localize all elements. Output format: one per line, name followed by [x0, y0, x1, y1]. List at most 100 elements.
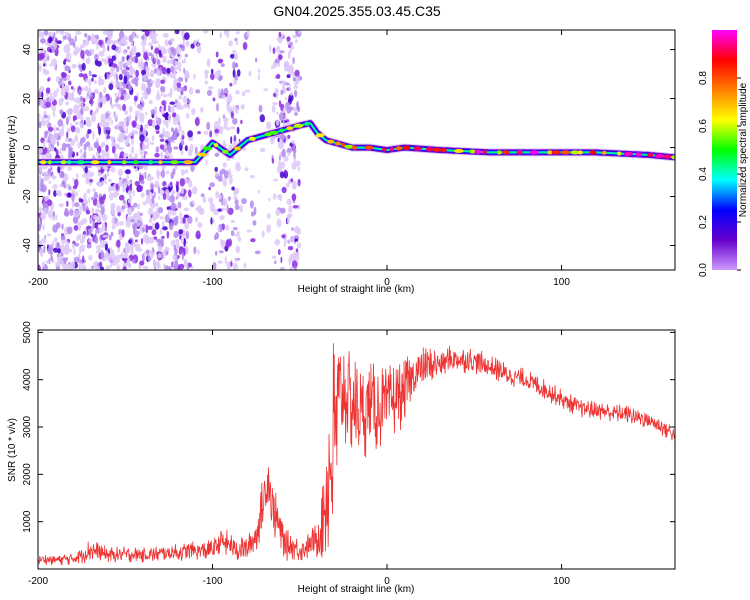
noise-cell: [182, 195, 188, 201]
noise-cell: [288, 205, 293, 213]
noise-cell: [217, 226, 220, 233]
noise-cell: [120, 251, 123, 261]
noise-cell: [52, 211, 56, 218]
noise-cell: [124, 109, 128, 116]
noise-cell: [92, 220, 95, 230]
noise-cell: [137, 184, 143, 192]
noise-cell: [81, 62, 86, 71]
noise-cell: [177, 77, 184, 82]
noise-cell: [113, 114, 118, 119]
noise-cell: [181, 60, 185, 64]
noise-cell: [169, 87, 173, 96]
noise-cell: [292, 180, 297, 190]
noise-cell: [178, 124, 182, 133]
noise-cell: [206, 89, 213, 97]
y-tick-label: -40: [22, 238, 33, 253]
noise-cell: [225, 225, 230, 231]
noise-cell: [160, 169, 166, 179]
ridge-hotspot: [577, 150, 583, 155]
noise-cell: [204, 69, 209, 75]
noise-cell: [52, 112, 56, 117]
noise-cell: [140, 96, 144, 104]
noise-cell: [291, 260, 298, 269]
noise-cell: [261, 230, 265, 238]
noise-cell: [133, 95, 138, 102]
noise-cell: [111, 119, 114, 125]
noise-cell: [96, 199, 100, 208]
noise-cell: [130, 41, 134, 46]
noise-cell: [98, 75, 102, 85]
noise-cell: [283, 169, 287, 175]
ridge-hotspot: [202, 146, 213, 151]
noise-cell: [105, 144, 109, 153]
noise-cell: [83, 192, 87, 200]
noise-cell: [49, 48, 52, 53]
noise-cell: [235, 187, 240, 195]
noise-cell: [235, 245, 241, 254]
noise-cell: [175, 215, 179, 222]
noise-cell: [241, 198, 247, 205]
noise-cell: [114, 79, 119, 89]
noise-cell: [280, 80, 287, 86]
noise-cell: [170, 239, 176, 247]
noise-cell: [149, 191, 153, 197]
noise-cell: [88, 254, 93, 261]
noise-cell: [121, 56, 125, 62]
noise-cell: [91, 233, 94, 238]
noise-cell: [99, 182, 102, 187]
colorbar: 0.0 0.2 0.4 0.6 0.8 Normalized spectral ampl…: [698, 30, 749, 277]
noise-cell: [271, 255, 277, 259]
noise-cell: [184, 32, 190, 40]
ridge-hotspot: [516, 150, 523, 155]
noise-cell: [114, 143, 120, 150]
noise-cell: [114, 152, 118, 160]
noise-cell: [169, 46, 175, 52]
noise-cell: [104, 59, 109, 65]
noise-cell: [214, 152, 220, 157]
noise-cell: [285, 101, 291, 110]
snr-axes: -200 -100 0 100 1000 2000 3000 4000 5000: [22, 321, 675, 587]
noise-cell: [91, 74, 98, 78]
noise-cell: [178, 247, 183, 255]
noise-cell: [167, 136, 174, 143]
noise-cell: [287, 213, 293, 218]
noise-cell: [239, 204, 243, 213]
noise-cell: [71, 243, 75, 249]
noise-cell: [49, 92, 53, 96]
noise-cell: [293, 85, 299, 90]
noise-cell: [277, 141, 284, 150]
noise-cell: [116, 239, 121, 248]
noise-cell: [226, 127, 230, 131]
noise-cell: [106, 135, 111, 140]
noise-cell: [266, 213, 271, 219]
noise-cell: [49, 63, 53, 67]
noise-cell: [106, 170, 109, 177]
noise-cell: [241, 91, 246, 97]
noise-cell: [235, 161, 241, 169]
noise-cell: [75, 126, 80, 131]
noise-cell: [92, 38, 99, 45]
noise-cell: [73, 248, 76, 256]
noise-cell: [234, 233, 240, 237]
noise-cell: [66, 33, 70, 38]
spectrogram-y-axis-label: Frequency (Hz): [7, 116, 18, 185]
noise-cell: [65, 183, 71, 187]
noise-cell: [236, 126, 240, 135]
ridge-hotspot: [121, 160, 127, 165]
noise-cell: [183, 207, 190, 212]
noise-cell: [68, 185, 71, 190]
noise-cell: [161, 235, 165, 239]
noise-cell: [108, 83, 114, 91]
noise-cell: [176, 87, 182, 92]
noise-cell: [151, 30, 155, 39]
noise-cell: [172, 112, 177, 118]
noise-cell: [186, 112, 190, 119]
noise-cell: [96, 42, 99, 51]
noise-cell: [145, 195, 152, 204]
noise-cell: [244, 167, 249, 172]
noise-cell: [222, 178, 228, 187]
noise-cell: [271, 157, 275, 164]
noise-cell: [59, 170, 65, 179]
noise-cell: [38, 64, 42, 72]
noise-cell: [283, 240, 287, 248]
